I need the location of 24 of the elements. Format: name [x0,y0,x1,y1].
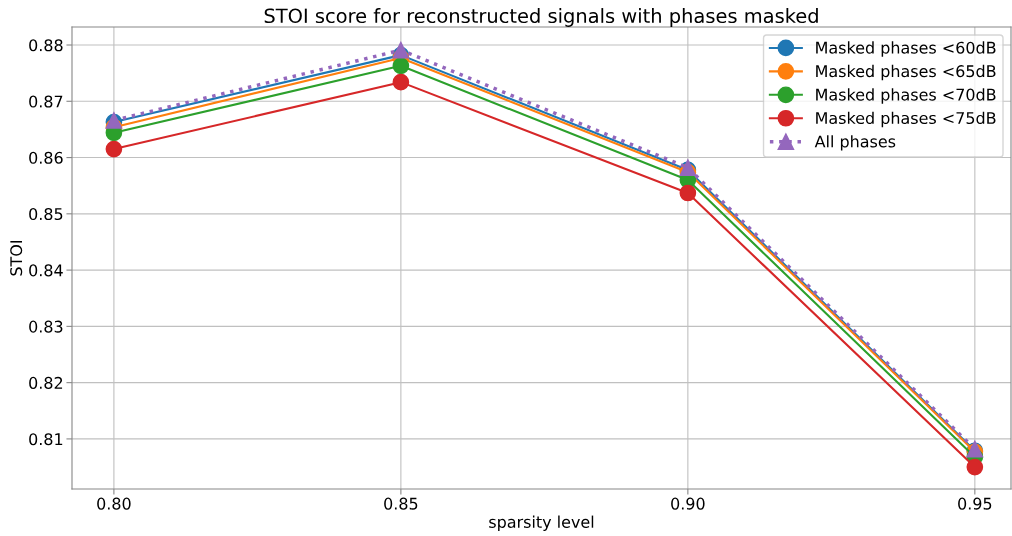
y-tick-label: 0.82 [29,376,63,389]
x-tick-label: 0.80 [97,497,131,510]
y-tick-label: 0.81 [29,433,63,446]
y-tick-label: 0.86 [29,151,63,164]
y-tick-label: 0.87 [29,95,63,108]
y-tick-label: 0.88 [29,39,63,52]
point [105,140,123,158]
legend-label: Masked phases <65dB [816,64,996,81]
point [392,73,410,91]
x-tick-label: 0.90 [671,497,705,510]
y-tick-label: 0.85 [29,208,63,221]
point [966,458,984,476]
x-tick-label: 0.85 [384,497,418,510]
y-tick-label: 0.83 [29,320,63,333]
x-axis-title: sparsity level [489,515,594,532]
legend-label: Masked phases <60dB [816,41,996,57]
x-tick-label: 0.95 [958,497,992,510]
legend-label: All phases [814,135,896,151]
chart-title: STOI score for reconstructed signals with phases masked [264,8,818,27]
legend-label: Masked phases <75dB [816,111,996,128]
legend-label: Masked phases <70dB [816,88,996,104]
y-tick-label: 0.84 [29,264,63,277]
point [679,184,697,202]
y-axis-title: STOI [10,240,23,276]
